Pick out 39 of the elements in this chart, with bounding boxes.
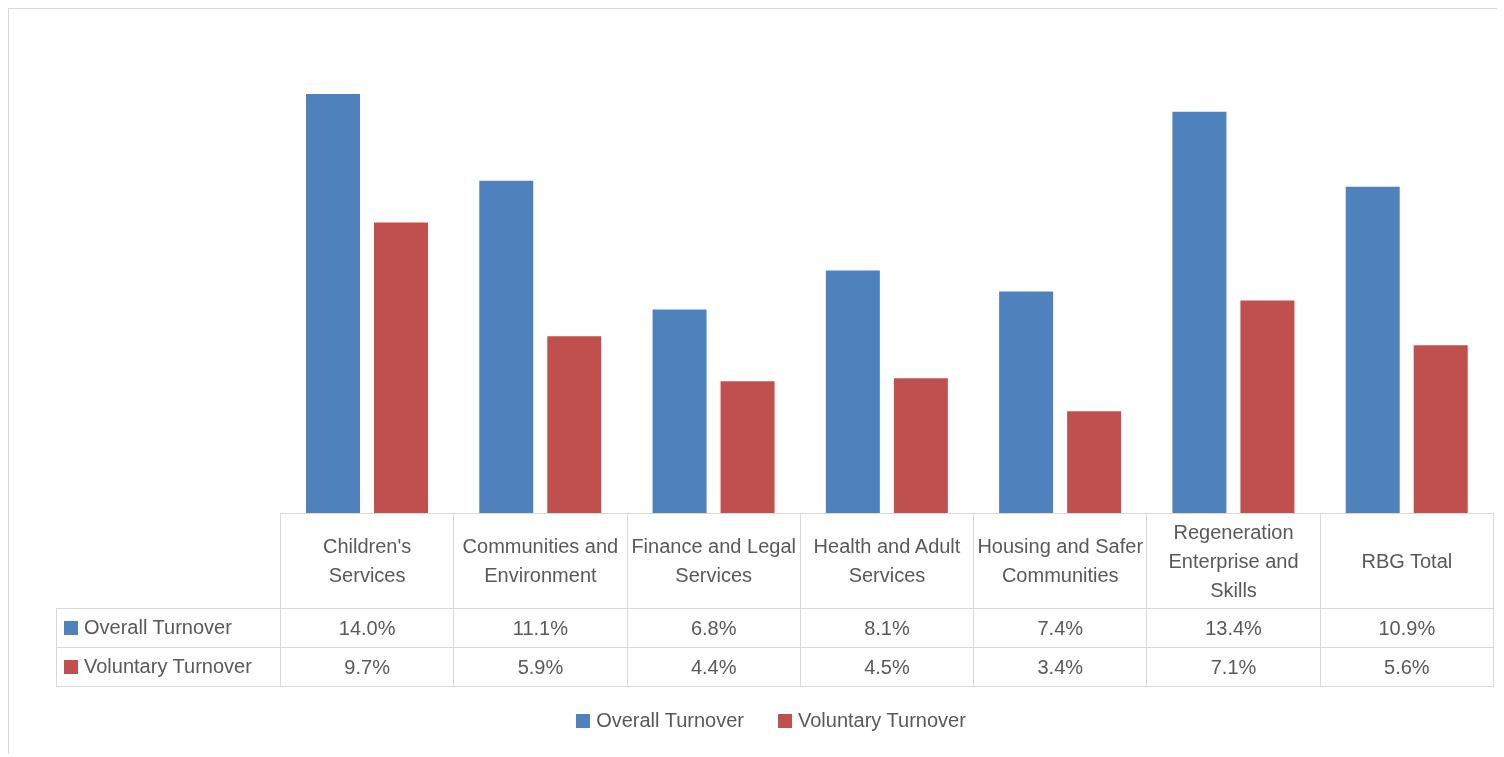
data-label: 6.8%: [627, 608, 801, 648]
bar: [1413, 345, 1468, 513]
data-label: 10.9%: [1320, 608, 1494, 648]
data-label: 14.0%: [280, 608, 454, 648]
x-tick-label: Health and Adult Services: [800, 513, 974, 609]
bar: [1345, 186, 1400, 513]
bar: [373, 222, 428, 513]
data-label: 9.7%: [280, 647, 454, 687]
text: Overall Turnover: [596, 709, 744, 731]
legend-label: Overall Turnover: [84, 616, 232, 640]
data-label: 4.4%: [627, 647, 801, 687]
bar: [479, 180, 534, 513]
data-label: 5.6%: [1320, 647, 1494, 687]
x-tick-label: Regeneration Enterprise and Skills: [1146, 513, 1321, 609]
bar: [720, 381, 775, 513]
bar: [893, 378, 948, 513]
data-label: 8.1%: [800, 608, 974, 648]
data-label: 5.9%: [453, 647, 628, 687]
bar: [825, 270, 880, 513]
bar: [652, 309, 707, 513]
data-label: 4.5%: [800, 647, 974, 687]
data-label: 13.4%: [1146, 608, 1321, 648]
bar: [999, 291, 1054, 513]
legend-label: Voluntary Turnover: [84, 655, 252, 679]
data-label: 7.1%: [1146, 647, 1321, 687]
text: Voluntary Turnover: [797, 709, 966, 731]
x-tick-label: Communities and Environment: [453, 513, 628, 609]
data-label: 11.1%: [453, 608, 628, 648]
x-tick-label: Finance and Legal Services: [627, 513, 801, 609]
x-tick-label: Children's Services: [280, 513, 454, 609]
bar: [305, 93, 360, 513]
bar: [547, 336, 602, 513]
x-tick-label: RBG Total: [1320, 513, 1494, 609]
x-tick-label: Housing and Safer Communities: [973, 513, 1147, 609]
bar: [1172, 111, 1227, 513]
data-label: 3.4%: [973, 647, 1147, 687]
bar: [1067, 411, 1122, 513]
bar: [1240, 300, 1295, 513]
data-label: 7.4%: [973, 608, 1147, 648]
